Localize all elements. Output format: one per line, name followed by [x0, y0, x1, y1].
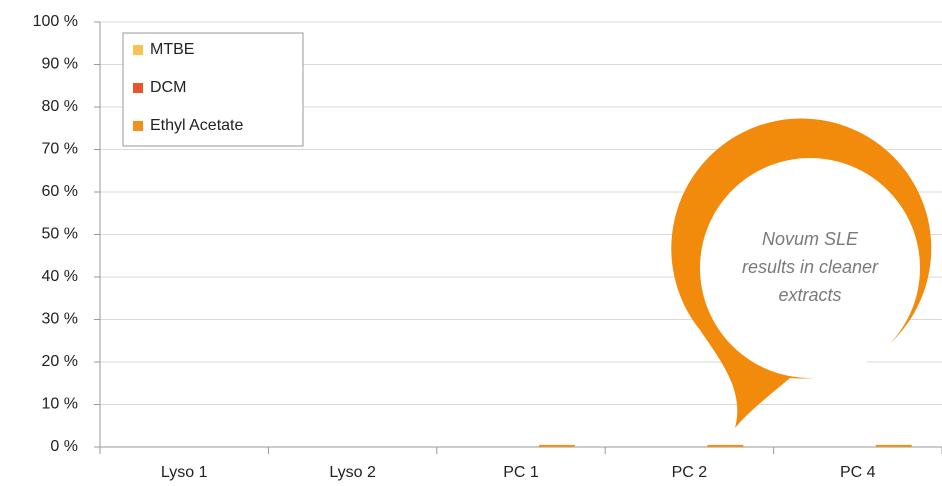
y-tick-label: 30 %	[42, 311, 78, 328]
callout-inner	[700, 158, 920, 378]
legend-label: MTBE	[150, 41, 194, 58]
legend-swatch	[133, 45, 143, 55]
y-tick-label: 20 %	[42, 353, 78, 370]
y-tick-label: 0 %	[50, 438, 78, 455]
y-tick-label: 100 %	[33, 13, 78, 30]
callout-line: results in cleaner	[742, 257, 879, 277]
x-tick-label: PC 1	[503, 464, 539, 481]
callout-line: Novum SLE	[762, 229, 859, 249]
y-tick-label: 90 %	[42, 56, 78, 73]
bar	[538, 444, 575, 447]
legend-swatch	[133, 83, 143, 93]
y-tick-label: 60 %	[42, 183, 78, 200]
bar	[875, 444, 912, 447]
legend-label: Ethyl Acetate	[150, 117, 243, 134]
callout-text: Novum SLE results in cleaner extracts	[742, 229, 879, 305]
legend-swatch	[133, 121, 143, 131]
y-tick-label: 10 %	[42, 396, 78, 413]
legend-label: DCM	[150, 79, 186, 96]
x-tick-label: Lyso 1	[161, 464, 208, 481]
bar	[707, 444, 744, 447]
x-tick-label: PC 4	[840, 464, 876, 481]
y-tick-label: 70 %	[42, 141, 78, 158]
x-tick-label: Lyso 2	[329, 464, 376, 481]
y-tick-label: 40 %	[42, 268, 78, 285]
y-tick-label: 50 %	[42, 226, 78, 243]
callout-line: extracts	[778, 285, 841, 305]
legend-box	[122, 32, 304, 147]
y-tick-label: 80 %	[42, 98, 78, 115]
x-tick-label: PC 2	[672, 464, 708, 481]
